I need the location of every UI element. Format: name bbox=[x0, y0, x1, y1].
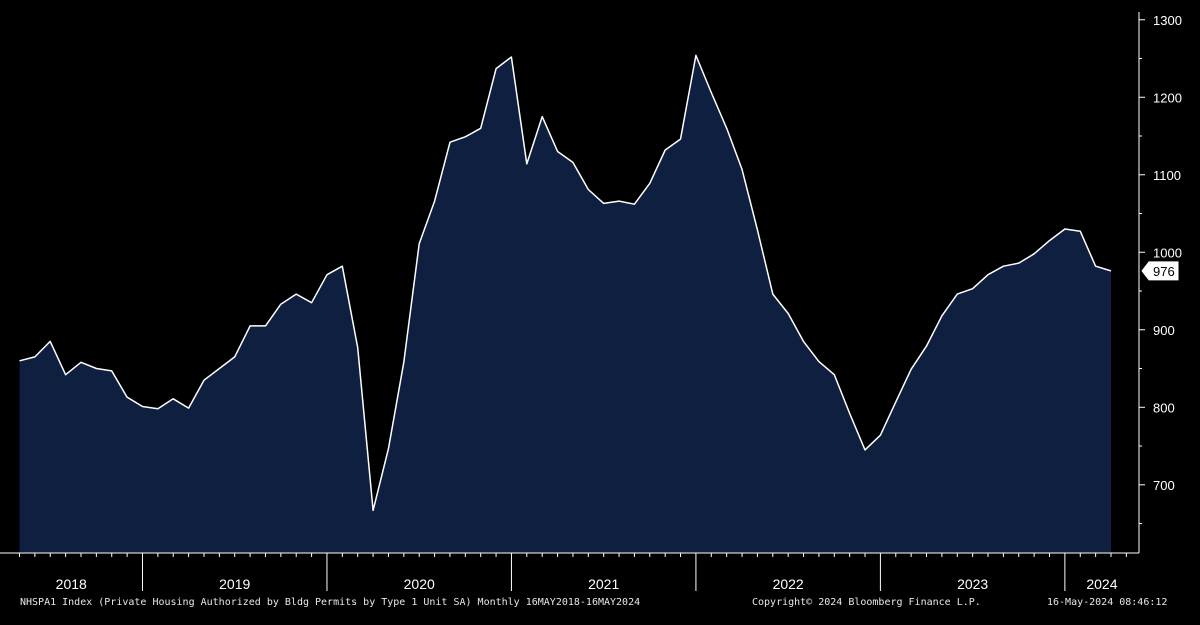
data-point bbox=[265, 325, 267, 327]
data-point bbox=[388, 448, 390, 450]
last-value-box bbox=[1141, 261, 1179, 281]
data-point bbox=[234, 356, 236, 358]
data-point bbox=[541, 116, 543, 118]
data-point bbox=[357, 347, 359, 349]
data-point bbox=[680, 138, 682, 140]
data-point bbox=[280, 303, 282, 305]
data-point bbox=[757, 229, 759, 231]
data-point bbox=[203, 379, 205, 381]
data-point bbox=[726, 128, 728, 130]
data-point bbox=[249, 325, 251, 327]
data-point bbox=[142, 406, 144, 408]
y-tick-label: 1300 bbox=[1153, 13, 1182, 28]
data-point bbox=[80, 362, 82, 364]
data-point bbox=[157, 408, 159, 410]
data-point bbox=[65, 374, 67, 376]
data-point bbox=[695, 55, 697, 57]
copyright-notice: Copyright© 2024 Bloomberg Finance L.P. bbox=[752, 597, 981, 608]
y-tick-label: 800 bbox=[1153, 400, 1175, 415]
data-point bbox=[172, 398, 174, 400]
data-point bbox=[403, 362, 405, 364]
x-tick-label: 2023 bbox=[957, 576, 988, 592]
data-point bbox=[741, 169, 743, 171]
x-tick-label: 2018 bbox=[56, 576, 87, 592]
y-tick-label: 700 bbox=[1153, 478, 1175, 493]
x-tick-label: 2019 bbox=[219, 576, 250, 592]
data-point bbox=[1095, 265, 1097, 267]
data-point bbox=[664, 149, 666, 151]
data-point bbox=[311, 302, 313, 304]
data-point bbox=[295, 293, 297, 295]
data-point bbox=[1003, 265, 1005, 267]
data-point bbox=[372, 510, 374, 512]
data-point bbox=[19, 360, 21, 362]
data-point bbox=[1018, 262, 1020, 264]
data-point bbox=[495, 68, 497, 70]
chart-footer: NHSPA1 Index (Private Housing Authorized… bbox=[0, 597, 1200, 617]
data-point bbox=[1064, 228, 1066, 230]
data-point bbox=[326, 274, 328, 276]
data-point bbox=[803, 341, 805, 343]
timestamp: 16-May-2024 08:46:12 bbox=[1047, 597, 1168, 608]
data-point bbox=[972, 288, 974, 290]
data-point bbox=[49, 341, 51, 343]
data-point bbox=[787, 313, 789, 315]
data-point bbox=[572, 162, 574, 164]
data-point bbox=[418, 243, 420, 245]
data-point bbox=[465, 136, 467, 138]
data-point bbox=[526, 163, 528, 165]
data-point bbox=[834, 374, 836, 376]
data-point bbox=[126, 396, 128, 398]
series-description: NHSPA1 Index (Private Housing Authorized… bbox=[20, 597, 641, 608]
data-point bbox=[34, 356, 36, 358]
y-tick-label: 1200 bbox=[1153, 90, 1182, 105]
data-point bbox=[219, 368, 221, 370]
data-point bbox=[1080, 231, 1082, 233]
data-point bbox=[111, 370, 113, 372]
data-point bbox=[864, 449, 866, 451]
data-point bbox=[603, 203, 605, 205]
data-point bbox=[342, 265, 344, 267]
data-point bbox=[1049, 240, 1051, 242]
data-point bbox=[772, 293, 774, 295]
data-point bbox=[880, 434, 882, 436]
data-point bbox=[818, 361, 820, 363]
data-point bbox=[449, 141, 451, 143]
series-area-fill bbox=[19, 55, 1111, 554]
data-point bbox=[957, 293, 959, 295]
data-point bbox=[941, 315, 943, 317]
data-point bbox=[188, 407, 190, 409]
y-tick-label: 1000 bbox=[1153, 245, 1182, 260]
data-point bbox=[849, 413, 851, 415]
data-point bbox=[511, 56, 513, 58]
data-point bbox=[649, 183, 651, 185]
data-point bbox=[618, 200, 620, 202]
data-point bbox=[634, 203, 636, 205]
data-point bbox=[895, 401, 897, 403]
data-point bbox=[711, 92, 713, 94]
x-tick-label: 2024 bbox=[1086, 576, 1117, 592]
data-point bbox=[926, 345, 928, 347]
data-point bbox=[910, 369, 912, 371]
x-tick-label: 2022 bbox=[773, 576, 804, 592]
data-point bbox=[557, 151, 559, 153]
housing-permits-chart: 700 800 900 1000 1100 1200 1300 976 2018 2019 2020… bbox=[0, 12, 1182, 592]
data-point bbox=[588, 189, 590, 191]
data-point bbox=[434, 200, 436, 202]
last-value-label: 976 bbox=[1153, 264, 1175, 279]
data-point bbox=[480, 128, 482, 130]
y-tick-label: 900 bbox=[1153, 323, 1175, 338]
data-point bbox=[96, 368, 98, 370]
data-point bbox=[1110, 270, 1112, 272]
y-tick-label: 1100 bbox=[1153, 168, 1181, 183]
x-tick-label: 2020 bbox=[404, 576, 435, 592]
series-line bbox=[19, 54, 1112, 512]
data-point bbox=[987, 274, 989, 276]
data-point bbox=[1033, 253, 1035, 255]
x-tick-label: 2021 bbox=[588, 576, 619, 592]
